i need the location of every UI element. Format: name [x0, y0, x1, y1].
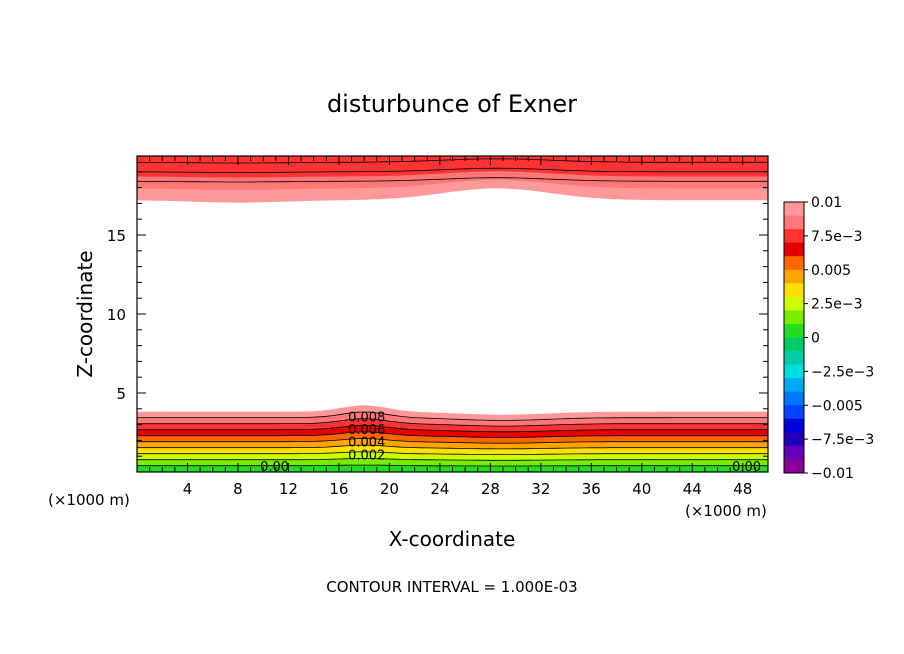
colorbar-swatch-16: [784, 418, 804, 433]
x-tick-label-44: 44: [683, 480, 702, 498]
colorbar-swatch-10: [784, 337, 804, 352]
contour-label-2: 0.004: [348, 436, 385, 451]
contour-interval-note: CONTOUR INTERVAL = 1.000E-03: [326, 578, 577, 596]
x-tick-label-4: 4: [183, 480, 193, 498]
colorbar-swatch-17: [784, 432, 804, 447]
colorbar-swatch-7: [784, 296, 804, 311]
colorbar-swatch-5: [784, 269, 804, 284]
colorbar-swatch-9: [784, 323, 804, 338]
x-tick-label-24: 24: [430, 480, 449, 498]
contour-line-top-3: [137, 167, 768, 173]
x-axis-label: X-coordinate: [389, 527, 516, 551]
chart-title: disturbunce of Exner: [327, 90, 577, 118]
x-tick-label-32: 32: [531, 480, 550, 498]
contour-label-5: 0.00: [732, 460, 761, 475]
x-unit-right: (×1000 m): [685, 502, 767, 520]
x-tick-label-12: 12: [279, 480, 298, 498]
colorbar-label-7: −7.5e−3: [811, 432, 874, 448]
colorbar-label-6: −0.005: [811, 398, 863, 414]
contour-label-0: 0.008: [348, 410, 385, 425]
colorbar-swatch-19: [784, 459, 804, 474]
colorbar-swatch-6: [784, 283, 804, 298]
y-tick-label-15: 15: [107, 227, 126, 245]
colorbar-label-2: 0.005: [811, 263, 851, 279]
colorbar-label-8: −0.01: [811, 466, 854, 482]
colorbar-swatch-3: [784, 242, 804, 257]
x-tick-label-36: 36: [582, 480, 601, 498]
colorbar-swatch-4: [784, 256, 804, 271]
colorbar-swatch-14: [784, 391, 804, 406]
x-tick-label-20: 20: [380, 480, 399, 498]
contour-lines: [137, 158, 768, 467]
contour-label-3: 0.002: [348, 448, 385, 463]
x-tick-label-48: 48: [733, 480, 752, 498]
x-tick-labels: 4 8 12 16 20 24 28 32 36 40 44 48: [183, 480, 753, 498]
contour-label-4: 0.00: [260, 460, 289, 475]
contour-line-bottom-7: [137, 424, 768, 433]
colorbar-swatch-0: [784, 202, 804, 217]
x-tick-label-8: 8: [233, 480, 243, 498]
colorbar-swatch-13: [784, 378, 804, 393]
colorbar-label-5: −2.5e−3: [811, 364, 874, 380]
colorbar: [783, 201, 808, 474]
contour-line-bottom-1: [137, 464, 768, 467]
x-tick-label-28: 28: [481, 480, 500, 498]
colorbar-swatch-15: [784, 405, 804, 420]
colorbar-swatch-18: [784, 445, 804, 460]
colorbar-label-1: 7.5e−3: [811, 229, 863, 245]
x-unit-left: (×1000 m): [48, 491, 130, 509]
x-tick-label-16: 16: [329, 480, 348, 498]
y-tick-label-10: 10: [107, 306, 126, 324]
colorbar-label-0: 0.01: [811, 195, 842, 211]
colorbar-swatch-2: [784, 229, 804, 244]
axis-ticks: [137, 156, 768, 472]
colorbar-swatch-1: [784, 215, 804, 230]
contour-line-bottom-6: [137, 431, 768, 438]
contour-line-bottom-9: [137, 411, 768, 421]
contour-line-bottom-8: [137, 418, 768, 427]
x-tick-label-40: 40: [632, 480, 651, 498]
contour-label-1: 0.006: [348, 423, 385, 438]
contour-line-top-2: [137, 177, 768, 183]
contour-line-bottom-4: [137, 444, 768, 450]
colorbar-swatch-8: [784, 310, 804, 325]
y-tick-label-5: 5: [116, 385, 126, 403]
colorbar-swatch-11: [784, 351, 804, 366]
y-axis-label: Z-coordinate: [73, 250, 97, 377]
colorbar-labels: 0.01 7.5e−3 0.005 2.5e−3 0 −2.5e−3 −0.005 −7.5e…: [811, 195, 874, 482]
contour-line-bottom-2: [137, 457, 768, 461]
colorbar-label-3: 2.5e−3: [811, 297, 863, 313]
y-tick-labels: 5 10 15: [107, 227, 126, 403]
contour-line-bottom-3: [137, 451, 768, 455]
colorbar-label-4: 0: [811, 331, 820, 347]
contour-line-bottom-5: [137, 438, 768, 444]
colorbar-swatch-12: [784, 364, 804, 379]
